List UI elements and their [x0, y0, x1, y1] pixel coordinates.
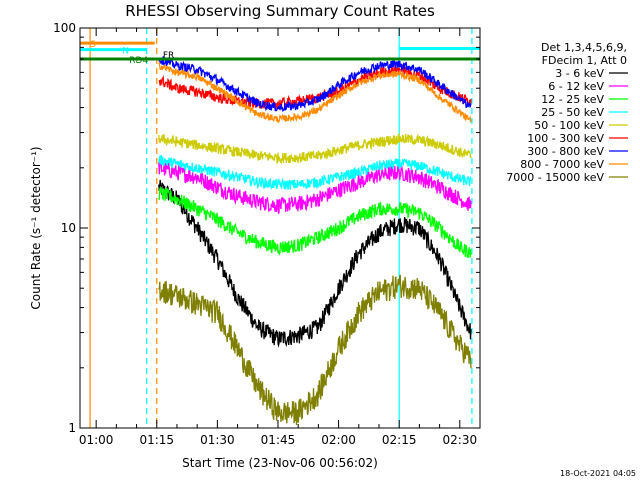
legend-label-5: 100 - 300 keV [527, 132, 604, 145]
legend-label-0: 3 - 6 keV [555, 67, 604, 80]
series-line-5 [158, 64, 472, 110]
axes: 1 10 100 01:00 01:15 01:30 01:45 02:00 02:15 02:3… [53, 21, 481, 447]
legend-header-0: Det 1,3,4,5,6,9, [541, 41, 627, 54]
chart-title: RHESSI Observing Summary Count Rates [125, 2, 435, 20]
x-tick-label: 01:15 [139, 433, 174, 447]
legend-label-7: 800 - 7000 keV [520, 158, 604, 171]
legend-header-1: FDecim 1, Att 0 [542, 54, 627, 67]
flag-label-1: N [122, 47, 129, 57]
series-line-7 [158, 60, 472, 123]
timestamp: 18-Oct-2021 04:05 [560, 469, 636, 478]
series-line-8 [158, 274, 472, 426]
series-line-0 [158, 179, 472, 348]
series-line-1 [158, 161, 472, 215]
legend-label-3: 25 - 50 keV [541, 106, 604, 119]
x-tick-label: 02:30 [443, 433, 478, 447]
flag-label-2: RD4 [129, 56, 148, 66]
flag-label-0: S [90, 40, 96, 50]
legend-label-6: 300 - 800 keV [527, 145, 604, 158]
series-line-3 [158, 154, 472, 191]
y-tick-label: 100 [53, 21, 76, 35]
series-line-4 [158, 133, 472, 165]
legend-label-1: 6 - 12 keV [548, 80, 604, 93]
x-tick-label: 02:15 [382, 433, 417, 447]
legend: Det 1,3,4,5,6,9,FDecim 1, Att 03 - 6 keV… [506, 41, 628, 184]
x-tick-label: 01:45 [261, 433, 296, 447]
y-tick-label: 1 [68, 421, 76, 435]
x-tick-label: 02:00 [321, 433, 356, 447]
y-tick-label: 10 [61, 221, 76, 235]
series-line-2 [158, 185, 472, 258]
legend-label-8: 7000 - 15000 keV [506, 171, 604, 184]
plot-content [80, 28, 480, 428]
flag-label-fr: FR [163, 51, 174, 61]
series-line-6 [158, 56, 472, 113]
y-axis-label: Count Rate (s⁻¹ detector⁻¹) [29, 146, 43, 309]
legend-label-2: 12 - 25 keV [541, 93, 604, 106]
legend-label-4: 50 - 100 keV [534, 119, 604, 132]
x-tick-label: 01:00 [79, 433, 114, 447]
x-tick-label: 01:30 [200, 433, 235, 447]
x-axis-label: Start Time (23-Nov-06 00:56:02) [182, 456, 378, 470]
